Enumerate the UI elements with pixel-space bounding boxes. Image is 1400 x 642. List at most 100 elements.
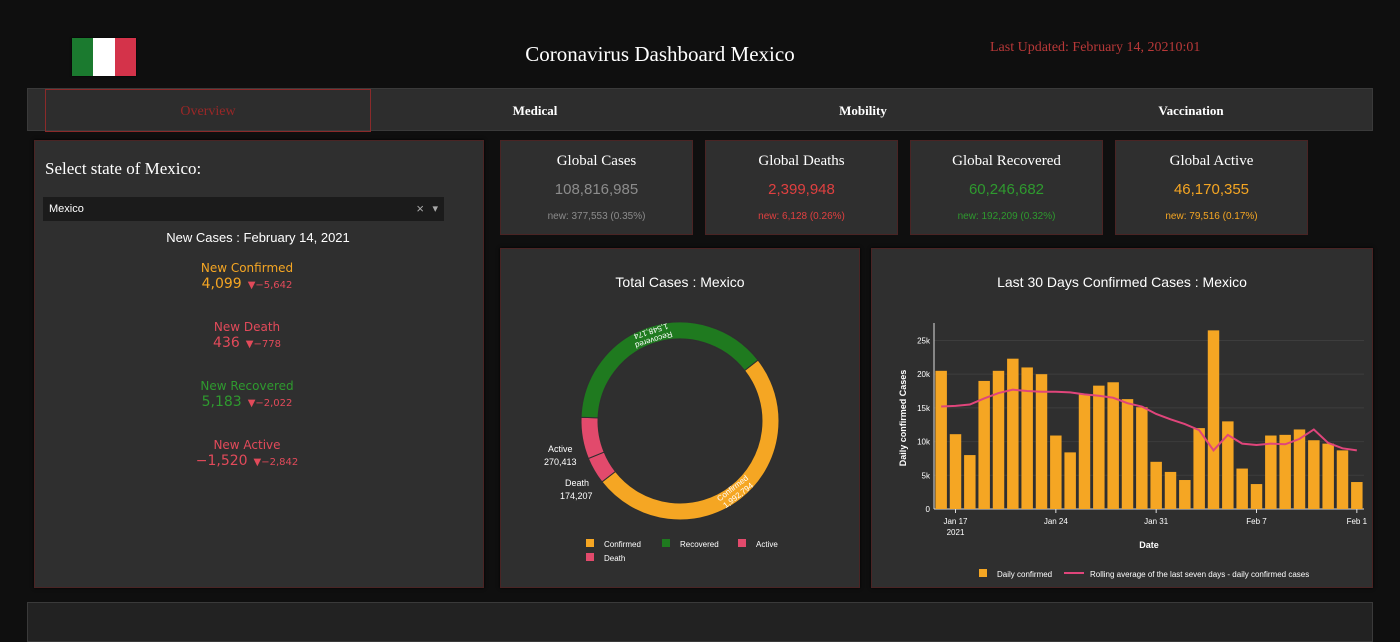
donut-label-active-value: 270,413 [544, 457, 577, 467]
y-axis-title: Daily confirmed Cases [898, 370, 908, 467]
donut-chart: Confirmed1,992,794Recovered1,548,174Acti… [544, 321, 780, 563]
stat-delta: ▼−2,842 [253, 457, 299, 468]
legend-swatch [738, 539, 746, 547]
stat-delta: ▼−5,642 [247, 280, 293, 291]
legend-swatch [662, 539, 670, 547]
bar [1336, 450, 1349, 509]
x-tick-label: Jan 31 [1144, 517, 1169, 526]
stat-new-confirmed: New Confirmed 4,099 ▼−5,642 [34, 261, 460, 292]
clear-icon[interactable]: × [416, 201, 424, 216]
y-tick-label: 0 [926, 505, 931, 514]
stat-label: New Confirmed [200, 261, 294, 275]
stat-value: 5,183 [201, 394, 242, 410]
bar [1279, 434, 1291, 509]
bar [1193, 428, 1205, 509]
stat-new-death: New Death 436 ▼−778 [34, 320, 460, 351]
new-cases-title: New Cases : February 14, 2021 [166, 230, 350, 245]
bar [1021, 367, 1033, 509]
stat-new-active: New Active −1,520 ▼−2,842 [34, 438, 460, 469]
state-select-heading: Select state of Mexico: [45, 159, 202, 178]
stat-value: 4,099 [201, 276, 242, 292]
tab-bar: Overview Medical Mobility Vaccination [27, 88, 1373, 132]
state-dropdown[interactable]: Mexico × ▾ [43, 197, 444, 221]
card-value: 60,246,682 [968, 181, 1045, 198]
bar [1207, 330, 1220, 509]
mexico-flag [72, 38, 136, 76]
map-panel[interactable] [27, 602, 1373, 642]
bar [1136, 407, 1148, 509]
donut-slice-recovered [580, 321, 759, 419]
bar [1150, 461, 1162, 509]
bar [1322, 443, 1334, 509]
stat-value: 436 [213, 335, 240, 351]
y-tick-label: 15k [917, 404, 931, 413]
card-title: Global Deaths [758, 153, 845, 169]
bar [992, 370, 1005, 509]
y-tick-label: 10k [917, 438, 931, 447]
stat-delta: ▼−2,022 [247, 398, 293, 409]
flag-stripe-green [72, 38, 94, 76]
bar [935, 370, 947, 509]
bar [978, 380, 990, 509]
x-tick-label: Jan 24 [1044, 517, 1069, 526]
bar [964, 455, 976, 509]
bar-chart-title: Last 30 Days Confirmed Cases : Mexico [997, 274, 1247, 290]
flag-stripe-red [114, 38, 136, 76]
bar [1293, 429, 1306, 509]
x-tick-label: Feb 7 [1246, 517, 1267, 526]
bar [1050, 435, 1062, 509]
card-value: 46,170,355 [1173, 181, 1250, 198]
legend-label: Daily confirmed [997, 570, 1052, 579]
card-value: 108,816,985 [554, 181, 639, 198]
bar [1035, 374, 1048, 509]
x-axis-title: Date [1139, 540, 1159, 550]
stat-delta: ▼−778 [245, 339, 281, 350]
state-dropdown-value: Mexico [49, 203, 84, 215]
y-tick-label: 25k [917, 336, 931, 345]
card-new: new: 192,209 (0.32%) [957, 211, 1056, 222]
donut-label-active-name: Active [548, 444, 573, 454]
card-title: Global Active [1169, 153, 1254, 169]
state-panel: Select state of Mexico: Mexico × ▾ New C… [34, 140, 484, 588]
stat-label: New Recovered [200, 379, 294, 393]
donut-chart-title: Total Cases : Mexico [615, 274, 745, 290]
x-tick-label: 2021 [947, 528, 965, 537]
card-global-active: Global Active 46,170,355 new: 79,516 (0.… [1115, 140, 1308, 235]
chevron-down-icon[interactable]: ▾ [432, 203, 438, 215]
bar [1064, 452, 1076, 509]
x-tick-label: Jan 17 [943, 517, 968, 526]
y-tick-label: 5k [922, 471, 931, 480]
stat-label: New Active [213, 438, 281, 452]
legend-label: Death [604, 554, 625, 563]
legend-label: Rolling average of the last seven days -… [1090, 570, 1309, 579]
x-tick-label: Feb 1 [1347, 517, 1368, 526]
bar [1179, 480, 1191, 509]
stat-label: New Death [213, 320, 281, 334]
bar [1236, 468, 1248, 509]
tab-mobility[interactable]: Mobility [839, 103, 887, 118]
tab-vaccination[interactable]: Vaccination [1158, 103, 1224, 118]
legend-swatch [586, 539, 594, 547]
legend-swatch [979, 569, 987, 577]
stat-value: −1,520 [195, 453, 248, 469]
bar [1351, 482, 1363, 509]
last-updated: Last Updated: February 14, 20210:01 [990, 40, 1201, 55]
tab-medical[interactable]: Medical [512, 103, 558, 118]
card-value: 2,399,948 [768, 181, 835, 198]
card-title: Global Cases [556, 153, 637, 169]
card-new: new: 377,553 (0.35%) [547, 211, 646, 222]
legend-label: Active [756, 540, 778, 549]
donut-label-death-value: 174,207 [560, 491, 593, 501]
page-title: Coronavirus Dashboard Mexico [525, 42, 795, 66]
donut-label-death-name: Death [565, 478, 589, 488]
bar [1164, 471, 1177, 509]
bar-chart-panel: Last 30 Days Confirmed Cases : Mexico 0 5… [871, 248, 1373, 588]
tab-overview[interactable]: Overview [45, 89, 371, 132]
bar [1222, 421, 1234, 509]
bar [1265, 435, 1277, 509]
rolling-average-line [941, 388, 1357, 452]
card-global-cases: Global Cases 108,816,985 new: 377,553 (0… [500, 140, 693, 235]
donut-chart-panel: Total Cases : Mexico Confirmed 1,992,794 R… [500, 248, 860, 588]
bar [1107, 382, 1119, 509]
